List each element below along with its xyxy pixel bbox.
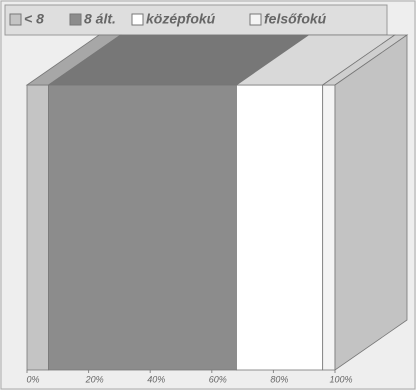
x-tick-label: 80% [270,374,288,384]
legend-label: felsőfokú [264,11,327,27]
x-tick-label: 60% [209,374,227,384]
legend-swatch [249,13,262,26]
bar-front [48,84,237,371]
bar-side [334,34,408,371]
bar-front [236,84,324,371]
legend-swatch [131,13,144,26]
legend-label: 8 ált. [84,11,116,27]
legend-label: < 8 [24,11,44,27]
legend-label: középfokú [146,11,216,27]
legend-swatch [69,13,82,26]
bar-front [26,84,49,371]
bar-front [322,84,336,371]
x-tick-label: 40% [147,374,165,384]
x-tick-label: 100% [329,374,352,384]
legend-box [4,4,388,36]
x-tick-label: 20% [85,374,104,384]
x-tick-label: 0% [26,374,39,384]
legend-swatch [9,13,22,26]
